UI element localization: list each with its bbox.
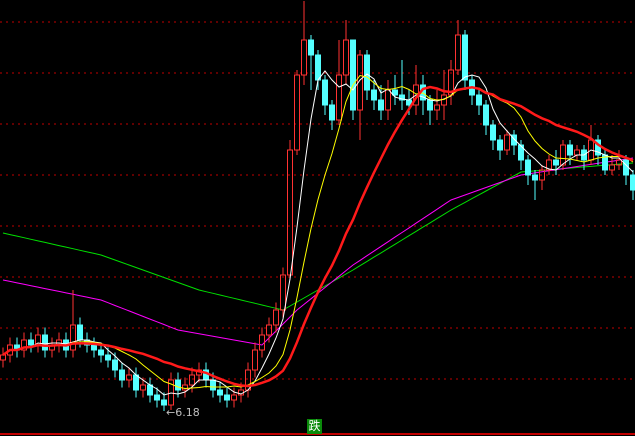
candle-down [553, 159, 559, 166]
candle-up [560, 144, 566, 166]
ma5-line [2, 70, 634, 396]
candle-up [294, 74, 300, 151]
candle-up [231, 394, 237, 401]
candle-down [399, 94, 405, 101]
candle-down [462, 34, 468, 81]
candle-down [329, 104, 335, 121]
candle-down [210, 379, 216, 391]
candle-up [189, 374, 195, 386]
candle-up [539, 169, 545, 181]
candle-up [0, 354, 6, 361]
candle-down [217, 389, 223, 396]
ma-long2-line [2, 162, 634, 311]
candle-down [427, 99, 433, 111]
candle-up [266, 324, 272, 336]
candle-down [154, 394, 160, 401]
candle-down [525, 159, 531, 176]
candle-up [140, 384, 146, 391]
candle-down [518, 144, 524, 161]
candle-down [77, 324, 83, 341]
candle-up [280, 274, 286, 311]
candle-up [574, 149, 580, 156]
candle-down [133, 374, 139, 391]
candle-down [490, 124, 496, 141]
candle-up [343, 39, 349, 76]
candle-down [483, 104, 489, 126]
candle-down [42, 334, 48, 351]
candle-down [476, 94, 482, 106]
candle-up [21, 339, 27, 351]
candle-down [322, 79, 328, 106]
candle-up [357, 54, 363, 111]
candle-down [112, 359, 118, 371]
candle-down [161, 399, 167, 406]
candle-down [119, 369, 125, 381]
candle-down [630, 174, 635, 191]
candle-down [350, 39, 356, 111]
candle-down [308, 39, 314, 56]
candle-up [385, 89, 391, 111]
candle-up [301, 39, 307, 76]
candle-down [98, 349, 104, 356]
candle-down [371, 89, 377, 101]
candle-up [70, 324, 76, 351]
candle-up [126, 374, 132, 381]
candle-down [91, 344, 97, 351]
fall-signal-badge: 跌 [307, 419, 322, 434]
candle-down [224, 394, 230, 401]
candle-down [105, 354, 111, 361]
candle-down [497, 139, 503, 151]
candle-up [609, 164, 615, 171]
candle-up [504, 134, 510, 151]
candle-up [182, 384, 188, 391]
candle-up [287, 149, 293, 276]
candle-down [392, 89, 398, 96]
candle-up [336, 74, 342, 121]
candle-up [168, 379, 174, 406]
candle-down [315, 54, 321, 81]
ma10-line [2, 74, 634, 390]
candle-down [511, 134, 517, 146]
candle-down [364, 54, 370, 91]
candle-up [259, 334, 265, 351]
low-price-annotation: ←6.18 [166, 406, 200, 419]
candle-down [378, 99, 384, 111]
candle-down [28, 339, 34, 346]
ma-long1-line [2, 157, 634, 346]
candle-up [616, 159, 622, 166]
candle-up [455, 34, 461, 71]
candle-down [567, 144, 573, 156]
candle-down [532, 174, 538, 181]
candle-down [623, 159, 629, 176]
candle-up [434, 104, 440, 111]
candle-up [252, 349, 258, 371]
candle-down [175, 379, 181, 391]
candle-up [546, 159, 552, 171]
ma20-line [2, 85, 634, 388]
candle-up [273, 309, 279, 326]
